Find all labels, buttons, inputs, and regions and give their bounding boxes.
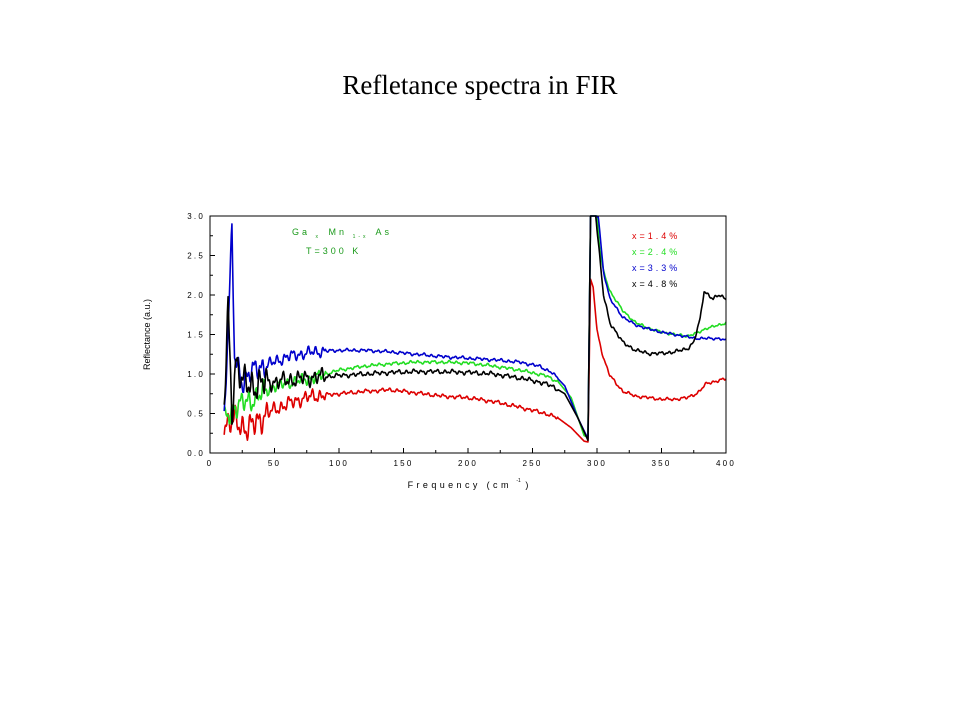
series-line <box>223 215 727 438</box>
x-tick-label: 200 <box>458 459 478 468</box>
axis-ticks: 0 50 100 150 200 250 300 350 400 0.0 0.5 1.0 1.5 2.0 2… <box>187 212 736 468</box>
y-tick-label: 1.0 <box>187 370 205 379</box>
x-axis-label-close: ) <box>525 480 528 490</box>
legend-entry: x=3.3% <box>632 263 680 273</box>
x-tick-label: 150 <box>394 459 414 468</box>
x-axis-label: Frequency (cm -1 ) <box>408 474 529 490</box>
y-tick-label: 0.0 <box>187 449 205 458</box>
x-tick-label: 0 <box>207 459 214 468</box>
series-line <box>223 215 727 442</box>
y-tick-label: 0.5 <box>187 410 205 419</box>
sample-formula: Ga x Mn 1-x As <box>292 227 392 240</box>
sample-annotation: Ga x Mn 1-x As T=300 K <box>292 227 392 256</box>
series-line <box>223 215 727 440</box>
legend-entry: x=4.8% <box>632 279 680 289</box>
legend: x=1.4% x=2.4% x=3.3% x=4.8% <box>632 231 680 289</box>
formula-sub-1-x: 1-x <box>353 234 369 240</box>
formula-mn: Mn <box>329 227 348 237</box>
x-axis-label-superscript: -1 <box>516 478 521 484</box>
formula-as: As <box>376 227 393 237</box>
temperature-label: T=300 K <box>306 246 361 256</box>
legend-entry: x=2.4% <box>632 247 680 257</box>
x-tick-label: 400 <box>716 459 736 468</box>
x-axis-label-text: Frequency (cm <box>408 480 512 490</box>
formula-sub-x: x <box>316 234 322 240</box>
formula-ga: Ga <box>292 227 310 237</box>
x-tick-label: 100 <box>329 459 349 468</box>
x-tick-label: 250 <box>523 459 543 468</box>
x-tick-label: 350 <box>652 459 672 468</box>
x-tick-label: 50 <box>268 459 281 468</box>
y-axis-label: Reflectance (a.u.) <box>142 299 152 370</box>
y-tick-label: 2.5 <box>187 252 205 261</box>
y-tick-label: 1.5 <box>187 331 205 340</box>
x-tick-label: 300 <box>587 459 607 468</box>
series-lines <box>223 215 727 443</box>
y-tick-label: 2.0 <box>187 291 205 300</box>
legend-entry: x=1.4% <box>632 231 680 241</box>
slide-title: Refletance spectra in FIR <box>342 70 618 100</box>
series-line <box>223 278 727 443</box>
y-tick-label: 3.0 <box>187 212 205 221</box>
